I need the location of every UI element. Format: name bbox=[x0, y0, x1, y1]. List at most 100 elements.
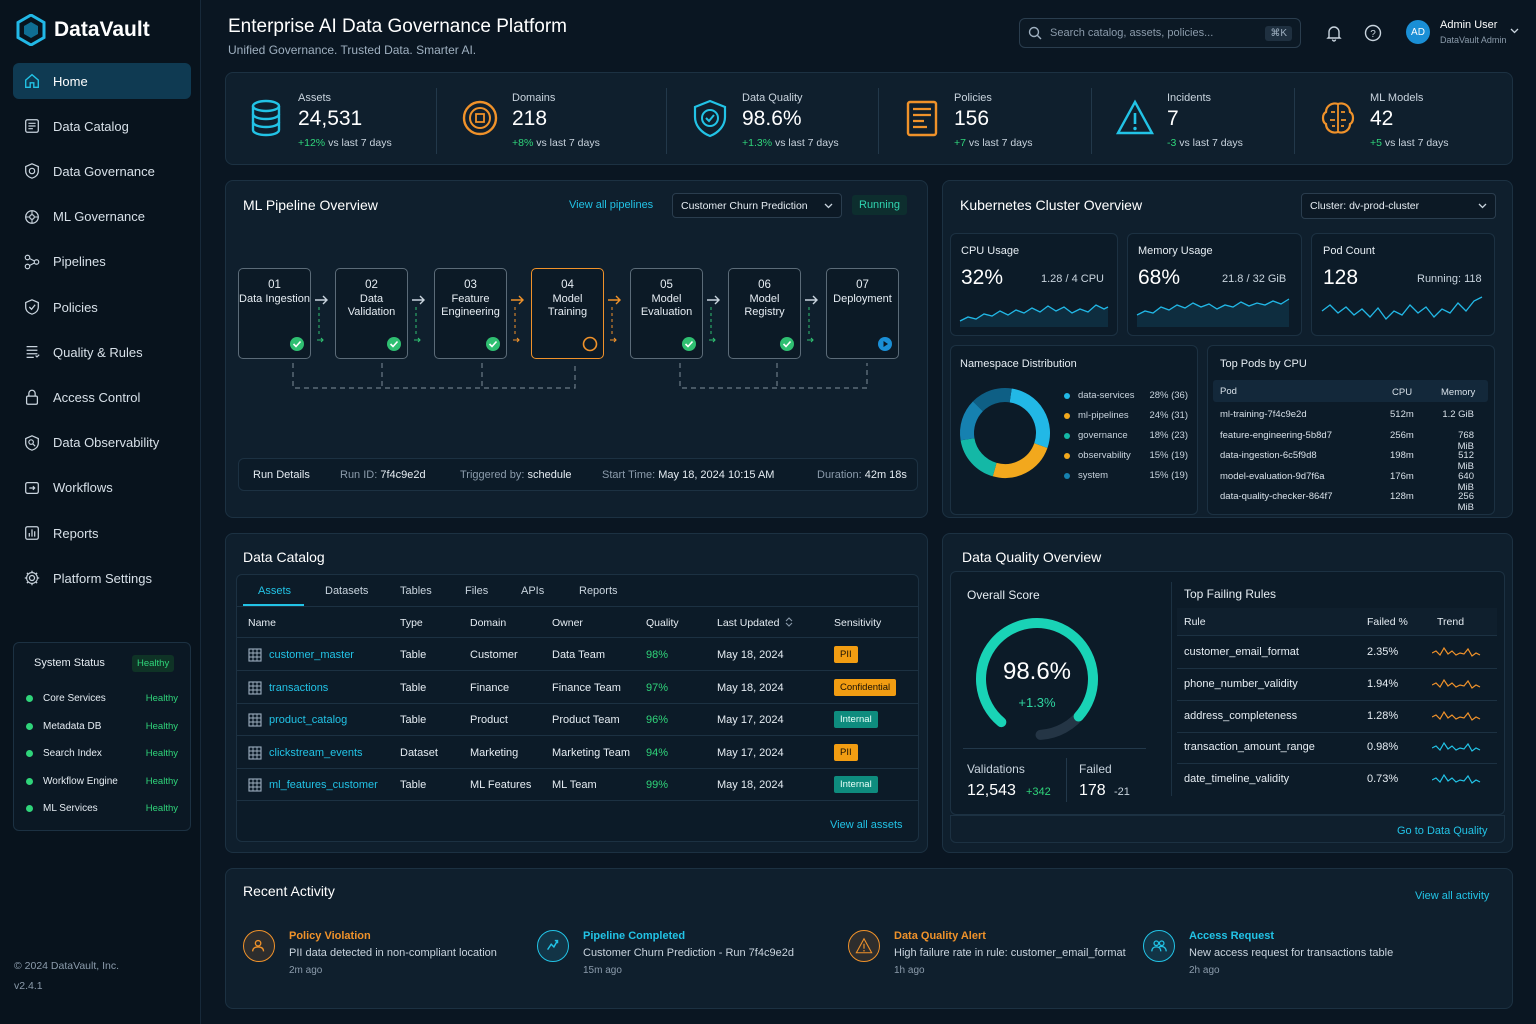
cluster-select[interactable]: Cluster: dv-prod-cluster bbox=[1301, 193, 1496, 219]
namespace-name: system bbox=[1078, 470, 1109, 481]
kpi-ml-models[interactable]: ML Models 42 +5 vs last 7 days bbox=[1318, 86, 1449, 156]
asset-name-link[interactable]: clickstream_events bbox=[269, 746, 363, 759]
asset-domain: Product bbox=[470, 714, 508, 727]
tab-datasets[interactable]: Datasets bbox=[325, 585, 369, 597]
flow-connector bbox=[610, 307, 617, 343]
namespace-legend-data-services: data-services 28% (36) bbox=[1064, 390, 1188, 401]
asset-name-link[interactable]: product_catalog bbox=[269, 714, 348, 727]
column-header-last-updated[interactable]: Last Updated bbox=[717, 617, 780, 629]
pod-name[interactable]: data-ingestion-6c5f9d8 bbox=[1220, 450, 1317, 461]
activity-title: Pipeline Completed bbox=[583, 930, 686, 942]
check-circle-icon bbox=[486, 337, 500, 351]
stage-number: 05 bbox=[660, 279, 673, 291]
service-name: Metadata DB bbox=[43, 720, 102, 732]
run-details-label: Run Details bbox=[253, 469, 310, 481]
ml-icon bbox=[25, 209, 39, 224]
kpi-delta-suffix: vs last 7 days bbox=[328, 137, 392, 149]
tab-files[interactable]: Files bbox=[465, 585, 489, 597]
asset-name-link[interactable]: transactions bbox=[269, 681, 329, 694]
donut-slice-observability[interactable] bbox=[972, 388, 1012, 412]
pod-name[interactable]: feature-engineering-5b8d7 bbox=[1220, 429, 1332, 441]
sidebar-item-policies[interactable]: Policies bbox=[13, 289, 191, 325]
activity-item[interactable]: Policy Violation PII data detected in non… bbox=[243, 930, 497, 976]
service-status: Healthy bbox=[145, 775, 178, 787]
rule-name[interactable]: transaction_amount_range bbox=[1184, 741, 1315, 754]
activity-item[interactable]: Access Request New access request for tra… bbox=[1143, 930, 1393, 976]
pipeline-title: ML Pipeline Overview bbox=[243, 197, 378, 213]
sidebar-item-platform-settings[interactable]: Platform Settings bbox=[13, 560, 191, 596]
gear-icon bbox=[24, 570, 40, 586]
asset-name-link[interactable]: ml_features_customer bbox=[269, 779, 378, 792]
tab-tables[interactable]: Tables bbox=[400, 585, 432, 597]
rule-name[interactable]: customer_email_format bbox=[1184, 646, 1299, 658]
view-all-pipelines-link[interactable]: View all pipelines bbox=[569, 199, 654, 211]
sort-icon[interactable] bbox=[785, 617, 793, 627]
kpi-incidents[interactable]: Incidents 7 -3 vs last 7 days bbox=[1115, 86, 1243, 156]
column-header-sensitivity[interactable]: Sensitivity bbox=[834, 617, 882, 629]
chevron-down-icon[interactable] bbox=[1510, 28, 1519, 34]
view-all-activity-link[interactable]: View all activity bbox=[1415, 890, 1490, 902]
donut-slice-ml-pipelines[interactable] bbox=[992, 442, 1048, 478]
pipeline-stage-07[interactable]: 07 Deployment bbox=[826, 268, 899, 359]
rule-name[interactable]: address_completeness bbox=[1184, 709, 1298, 722]
sidebar-item-reports[interactable]: Reports bbox=[13, 515, 191, 551]
column-header-quality[interactable]: Quality bbox=[646, 617, 679, 629]
kpi-domains[interactable]: Domains 218 +8% vs last 7 days bbox=[460, 86, 600, 156]
activity-item[interactable]: Data Quality Alert High failure rate in r… bbox=[848, 930, 1126, 976]
app-logo[interactable]: DataVault bbox=[16, 14, 150, 46]
report-icon bbox=[25, 526, 39, 540]
tab-apis[interactable]: APIs bbox=[521, 585, 545, 597]
help-icon[interactable]: ? bbox=[1364, 24, 1382, 42]
kpi-policies[interactable]: Policies 156 +7 vs last 7 days bbox=[902, 86, 1033, 156]
donut-slice-data-services[interactable] bbox=[1009, 388, 1050, 448]
rule-name[interactable]: date_timeline_validity bbox=[1184, 773, 1290, 786]
go-to-data-quality-link[interactable]: Go to Data Quality bbox=[1397, 825, 1488, 837]
pipeline-stage-04[interactable]: 04 Model Training bbox=[531, 268, 604, 359]
kpi-divider bbox=[436, 88, 437, 154]
column-header-owner[interactable]: Owner bbox=[552, 617, 583, 629]
donut-slice-system[interactable] bbox=[960, 401, 984, 441]
search-input[interactable]: Search catalog, assets, policies... bbox=[1050, 27, 1214, 39]
pipeline-stage-02[interactable]: 02 Data Validation bbox=[335, 268, 408, 359]
pipeline-stage-06[interactable]: 06 Model Registry bbox=[728, 268, 801, 359]
rule-name[interactable]: phone_number_validity bbox=[1184, 677, 1298, 690]
sidebar-item-data-observability[interactable]: Data Observability bbox=[13, 425, 191, 461]
column-header-type[interactable]: Type bbox=[400, 617, 423, 629]
pipeline-stage-01[interactable]: 01 Data Ingestion bbox=[238, 268, 311, 359]
sidebar-item-workflows[interactable]: Workflows bbox=[13, 470, 191, 506]
asset-owner: ML Team bbox=[552, 779, 597, 792]
pod-name[interactable]: data-quality-checker-864f7 bbox=[1220, 491, 1333, 502]
policy-icon bbox=[25, 299, 39, 315]
avatar[interactable]: AD bbox=[1406, 20, 1430, 44]
bell-icon[interactable] bbox=[1325, 24, 1343, 42]
pipeline-stage-03[interactable]: 03 Feature Engineering bbox=[434, 268, 507, 359]
activity-item[interactable]: Pipeline Completed Customer Churn Predict… bbox=[537, 930, 794, 976]
column-header-domain[interactable]: Domain bbox=[470, 617, 507, 629]
tab-reports[interactable]: Reports bbox=[579, 585, 618, 597]
sidebar-item-access-control[interactable]: Access Control bbox=[13, 379, 191, 415]
kpi-assets[interactable]: Assets 24,531 +12% vs last 7 days bbox=[246, 86, 392, 156]
tab-assets[interactable]: Assets bbox=[258, 585, 292, 597]
pipeline-done-icon bbox=[547, 939, 559, 950]
donut-slice-governance[interactable] bbox=[960, 437, 997, 477]
kpi-data-quality[interactable]: Data Quality 98.6% +1.3% vs last 7 days bbox=[690, 86, 839, 156]
stage-name: Feature Engineering bbox=[441, 293, 500, 318]
asset-type: Table bbox=[400, 779, 427, 792]
asset-owner: Data Team bbox=[552, 649, 605, 661]
pipeline-select[interactable]: Customer Churn Prediction bbox=[672, 193, 842, 218]
asset-name-link[interactable]: customer_master bbox=[269, 649, 354, 661]
view-all-assets-link[interactable]: View all assets bbox=[830, 819, 903, 831]
user-name[interactable]: Admin User bbox=[1440, 19, 1498, 31]
sidebar-item-home[interactable]: Home bbox=[13, 63, 191, 99]
sidebar-item-data-governance[interactable]: Data Governance bbox=[13, 153, 191, 189]
pipeline-stage-05[interactable]: 05 Model Evaluation bbox=[630, 268, 703, 359]
sidebar-item-pipelines[interactable]: Pipelines bbox=[13, 244, 191, 280]
pod-name[interactable]: model-evaluation-9d7f6a bbox=[1220, 470, 1325, 482]
system-status-title: System Status bbox=[34, 657, 105, 669]
sidebar-item-ml-governance[interactable]: ML Governance bbox=[13, 199, 191, 235]
global-search[interactable]: Search catalog, assets, policies... ⌘K bbox=[1019, 18, 1301, 48]
sidebar-item-quality-rules[interactable]: Quality & Rules bbox=[13, 334, 191, 370]
sidebar-item-data-catalog[interactable]: Data Catalog bbox=[13, 108, 191, 144]
pod-name[interactable]: ml-training-7f4c9e2d bbox=[1220, 409, 1307, 420]
column-header-name[interactable]: Name bbox=[248, 617, 277, 629]
